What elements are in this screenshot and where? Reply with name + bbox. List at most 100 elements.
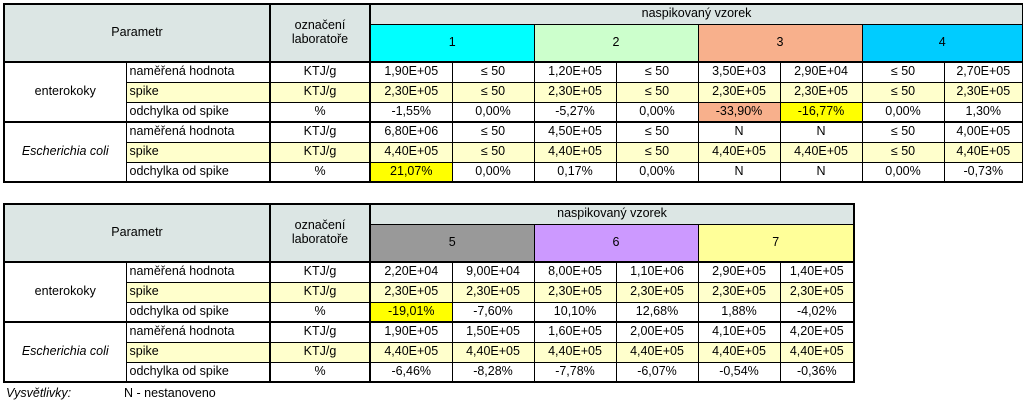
value-cell: 1,10E+06 bbox=[615, 261, 699, 283]
value-cell: 4,40E+05 bbox=[533, 341, 617, 363]
row-label: naměřená hodnota bbox=[125, 121, 271, 143]
value-cell: 2,00E+05 bbox=[615, 321, 699, 343]
value-cell: 3,50E+03 bbox=[697, 61, 781, 83]
unit-cell: KTJ/g bbox=[269, 261, 371, 283]
value-cell: -0,36% bbox=[779, 361, 856, 383]
value-cell: 0,00% bbox=[861, 161, 945, 183]
value-cell: 2,70E+05 bbox=[943, 61, 1023, 83]
value-cell: 4,40E+05 bbox=[451, 341, 535, 363]
sample-header-2: 2 bbox=[533, 23, 699, 63]
value-cell: 4,10E+05 bbox=[697, 321, 781, 343]
row-label: naměřená hodnota bbox=[125, 261, 271, 283]
value-cell: 4,40E+05 bbox=[369, 141, 453, 163]
value-cell: N bbox=[779, 161, 863, 183]
value-cell: ≤ 50 bbox=[451, 81, 535, 103]
value-cell: -0,73% bbox=[943, 161, 1023, 183]
spiked-sample-header: naspikovaný vzorek bbox=[368, 3, 1023, 25]
value-cell: 0,00% bbox=[861, 101, 945, 123]
value-cell: 4,40E+05 bbox=[697, 341, 781, 363]
legend: Vysvětlivky: N - nestanoveno bbox=[6, 386, 216, 400]
value-cell: 1,88% bbox=[697, 301, 781, 323]
value-cell: 0,00% bbox=[451, 101, 535, 123]
sample-header-5: 5 bbox=[369, 223, 535, 263]
unit-cell: KTJ/g bbox=[269, 321, 371, 343]
results-table-2: Parametr označení laboratoře naspikovaný… bbox=[3, 203, 856, 383]
value-cell: -5,27% bbox=[533, 101, 617, 123]
parametr-header: Parametr bbox=[3, 3, 271, 63]
value-cell: ≤ 50 bbox=[451, 121, 535, 143]
lab-header: označení laboratoře bbox=[269, 203, 371, 263]
value-cell: 2,30E+05 bbox=[615, 281, 699, 303]
value-cell: 4,40E+05 bbox=[615, 341, 699, 363]
value-cell: 1,20E+05 bbox=[533, 61, 617, 83]
value-cell: 4,40E+05 bbox=[697, 141, 781, 163]
group-name: Escherichia coli bbox=[3, 121, 127, 183]
value-cell: 2,30E+05 bbox=[451, 281, 535, 303]
value-cell: 2,30E+05 bbox=[533, 81, 617, 103]
value-cell: 2,30E+05 bbox=[369, 81, 453, 103]
value-cell: 0,00% bbox=[451, 161, 535, 183]
value-cell: 1,90E+05 bbox=[369, 61, 453, 83]
results-table-1: Parametr označení laboratoře naspikovaný… bbox=[3, 3, 1023, 183]
value-cell: -7,60% bbox=[451, 301, 535, 323]
row-label: spike bbox=[125, 281, 271, 303]
value-cell: -7,78% bbox=[533, 361, 617, 383]
value-cell: N bbox=[779, 121, 863, 143]
legend-key: Vysvětlivky: bbox=[6, 386, 72, 400]
row-label: odchylka od spike bbox=[125, 161, 271, 183]
value-cell: 6,80E+06 bbox=[369, 121, 453, 143]
value-cell: N bbox=[697, 121, 781, 143]
value-cell: 2,30E+05 bbox=[697, 81, 781, 103]
value-cell: ≤ 50 bbox=[861, 81, 945, 103]
value-cell: -6,46% bbox=[369, 361, 453, 383]
value-cell: -6,07% bbox=[615, 361, 699, 383]
value-cell: ≤ 50 bbox=[615, 121, 699, 143]
value-cell: ≤ 50 bbox=[451, 61, 535, 83]
value-cell-highlighted: -19,01% bbox=[369, 301, 453, 323]
value-cell: 9,00E+04 bbox=[451, 261, 535, 283]
value-cell: 2,90E+04 bbox=[779, 61, 863, 83]
sample-header-7: 7 bbox=[697, 223, 856, 263]
sample-header-4: 4 bbox=[861, 23, 1023, 63]
unit-cell: % bbox=[269, 101, 371, 123]
value-cell: -8,28% bbox=[451, 361, 535, 383]
row-label: odchylka od spike bbox=[125, 301, 271, 323]
row-label: naměřená hodnota bbox=[125, 61, 271, 83]
value-cell: 4,40E+05 bbox=[779, 341, 856, 363]
value-cell: 2,30E+05 bbox=[697, 281, 781, 303]
unit-cell: KTJ/g bbox=[269, 61, 371, 83]
value-cell: 2,30E+05 bbox=[533, 281, 617, 303]
row-label: spike bbox=[125, 81, 271, 103]
unit-cell: KTJ/g bbox=[269, 121, 371, 143]
sample-header-1: 1 bbox=[369, 23, 535, 63]
value-cell: ≤ 50 bbox=[451, 141, 535, 163]
spiked-sample-header: naspikovaný vzorek bbox=[368, 203, 856, 225]
group-name: enterokoky bbox=[3, 261, 127, 323]
value-cell: 2,30E+05 bbox=[779, 281, 856, 303]
unit-cell: KTJ/g bbox=[269, 341, 371, 363]
value-cell: 1,40E+05 bbox=[779, 261, 856, 283]
unit-cell: % bbox=[269, 361, 371, 383]
legend-text: N - nestanoveno bbox=[124, 386, 216, 400]
value-cell: 4,40E+05 bbox=[779, 141, 863, 163]
value-cell: 0,00% bbox=[615, 101, 699, 123]
value-cell: ≤ 50 bbox=[861, 61, 945, 83]
value-cell: 12,68% bbox=[615, 301, 699, 323]
value-cell-highlighted: 21,07% bbox=[369, 161, 453, 183]
value-cell: 2,30E+05 bbox=[779, 81, 863, 103]
value-cell: 1,90E+05 bbox=[369, 321, 453, 343]
value-cell: 4,00E+05 bbox=[943, 121, 1023, 143]
lab-header: označení laboratoře bbox=[269, 3, 371, 63]
row-label: spike bbox=[125, 341, 271, 363]
value-cell: -0,54% bbox=[697, 361, 781, 383]
value-cell: 0,00% bbox=[615, 161, 699, 183]
row-label: naměřená hodnota bbox=[125, 321, 271, 343]
unit-cell: KTJ/g bbox=[269, 281, 371, 303]
value-cell: 4,20E+05 bbox=[779, 321, 856, 343]
value-cell: 4,50E+05 bbox=[533, 121, 617, 143]
value-cell: 2,20E+04 bbox=[369, 261, 453, 283]
value-cell: ≤ 50 bbox=[615, 81, 699, 103]
group-name: Escherichia coli bbox=[3, 321, 127, 383]
value-cell: 2,30E+05 bbox=[943, 81, 1023, 103]
value-cell: 1,50E+05 bbox=[451, 321, 535, 343]
